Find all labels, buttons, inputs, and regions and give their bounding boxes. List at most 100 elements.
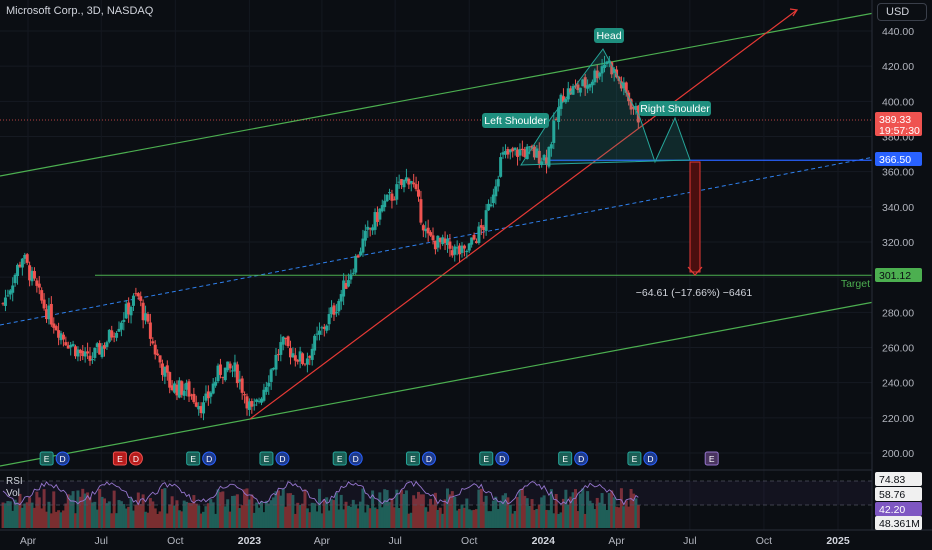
candle-body xyxy=(491,194,495,204)
dividend-marker-icon xyxy=(643,451,658,466)
trendline xyxy=(249,9,798,420)
volume-bar xyxy=(327,510,331,528)
volume-bar xyxy=(359,501,363,528)
volume-bar xyxy=(235,494,239,528)
y-tick-label: 360.00 xyxy=(882,167,914,179)
volume-bar xyxy=(511,513,515,528)
volume-bar xyxy=(624,500,628,528)
volume-bar xyxy=(6,501,10,528)
volume-bar xyxy=(185,501,189,528)
candle-body xyxy=(296,359,300,362)
candle-body xyxy=(95,343,99,347)
volume-bar xyxy=(337,509,341,528)
candle-body xyxy=(52,323,56,328)
currency-button[interactable]: USD xyxy=(877,3,927,21)
volume-bar xyxy=(317,488,321,528)
volume-bar xyxy=(574,489,578,528)
candle-body xyxy=(631,106,635,109)
dividend-marker-letter: D xyxy=(647,454,653,464)
volume-bar xyxy=(455,510,459,528)
candle-body xyxy=(511,148,515,152)
candle-body xyxy=(23,254,27,259)
volume-bar xyxy=(421,494,425,528)
candle-body xyxy=(453,246,457,255)
volume-bar xyxy=(460,504,464,528)
candle-body xyxy=(28,265,32,281)
candle-body xyxy=(61,334,65,340)
candle-body xyxy=(107,329,111,342)
candle-body xyxy=(359,251,363,256)
candle-body xyxy=(284,338,288,340)
volume-bar xyxy=(412,495,416,528)
volume-bar xyxy=(293,513,297,528)
right-shoulder-label-bubble xyxy=(639,101,711,116)
earnings-marker-icon xyxy=(332,451,347,466)
candle-body xyxy=(303,363,307,365)
candle-body xyxy=(233,362,237,372)
volume-bar xyxy=(557,513,561,528)
volume-bar xyxy=(363,512,367,528)
y-tick-label: 420.00 xyxy=(882,61,914,73)
volume-bar xyxy=(8,501,12,528)
time-axis-bg xyxy=(0,530,932,550)
volume-bar xyxy=(448,494,452,528)
candle-body xyxy=(571,86,575,95)
dividend-marker-letter: D xyxy=(578,454,584,464)
candle-body xyxy=(211,383,215,394)
volume-bar xyxy=(127,506,131,528)
volume-bar xyxy=(472,509,476,528)
candle-body xyxy=(337,301,341,312)
candle-body xyxy=(231,370,235,372)
candle-body xyxy=(153,344,157,355)
x-tick-label: 2023 xyxy=(238,535,262,547)
volume-bar xyxy=(603,503,607,528)
volume-bar xyxy=(206,503,210,528)
candle-body xyxy=(375,212,379,222)
dividend-marker-icon xyxy=(128,451,143,466)
volume-bar xyxy=(78,496,82,528)
volume-bar xyxy=(238,508,242,528)
volume-bar xyxy=(479,488,483,528)
left-shoulder-label: Left Shoulder xyxy=(484,115,547,127)
volume-bar xyxy=(445,488,449,528)
volume-bar xyxy=(378,492,382,528)
candle-body xyxy=(414,184,418,190)
candle-body xyxy=(180,381,184,395)
candle-body xyxy=(146,314,150,322)
candle-body xyxy=(206,391,210,399)
volume-bar xyxy=(561,498,565,528)
candle-body xyxy=(535,148,539,158)
y-tick-label: 220.00 xyxy=(882,413,914,425)
volume-bar xyxy=(151,501,155,528)
y-tick-label: 260.00 xyxy=(882,343,914,355)
volume-bar xyxy=(187,502,191,528)
volume-bar xyxy=(313,503,317,528)
volume-bar xyxy=(30,502,34,528)
candle-body xyxy=(30,270,34,282)
candle-body xyxy=(317,330,321,335)
grid-layer xyxy=(0,0,872,530)
candle-body xyxy=(74,346,78,357)
candle-body xyxy=(177,380,181,398)
candle-body xyxy=(315,333,319,335)
volume-bar xyxy=(334,492,338,528)
earnings-marker-letter: E xyxy=(709,454,715,464)
volume-bar xyxy=(102,498,106,528)
candle-body xyxy=(576,84,580,91)
volume-bar xyxy=(218,492,222,528)
volume-bar xyxy=(250,494,254,528)
volume-bar xyxy=(576,511,580,528)
volume-bar xyxy=(100,496,104,528)
volume-bar xyxy=(64,503,68,528)
candle-body xyxy=(66,345,70,349)
volume-bar xyxy=(310,502,314,528)
candle-body xyxy=(49,303,53,325)
candle-body xyxy=(175,384,179,396)
y-tick-label: 320.00 xyxy=(882,237,914,249)
candle-body xyxy=(272,367,276,370)
volume-bar xyxy=(223,506,227,528)
candle-body xyxy=(88,355,92,361)
volume-bar xyxy=(303,489,307,528)
